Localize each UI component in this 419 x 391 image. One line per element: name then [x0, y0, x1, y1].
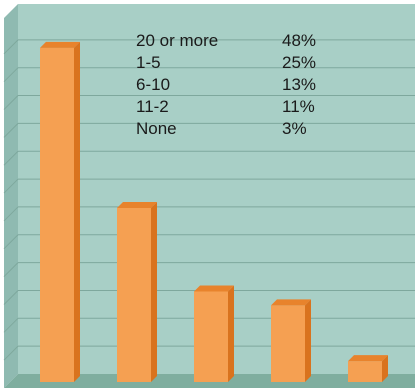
bar-top	[348, 355, 388, 362]
legend-label: None	[136, 119, 177, 138]
bar-side	[228, 285, 234, 382]
bar-side	[305, 299, 311, 382]
legend-row: 20 or more 48%	[136, 30, 356, 52]
bar-top	[40, 41, 80, 48]
gridline	[3, 178, 19, 194]
legend-row: 11-2 11%	[136, 96, 356, 118]
bar-front	[40, 47, 74, 382]
bar-front	[117, 207, 151, 382]
legend-row: 6-10 13%	[136, 74, 356, 96]
gridline	[3, 95, 19, 110]
legend-value: 25%	[282, 53, 317, 72]
bar-side	[151, 201, 157, 382]
gridline	[3, 123, 19, 138]
gridline	[3, 234, 19, 250]
legend-label: 20 or more	[136, 31, 219, 50]
legend-value: 11%	[282, 97, 315, 116]
bar-top	[194, 285, 234, 292]
legend-label: 1-5	[136, 53, 161, 72]
bar-top	[117, 201, 157, 208]
legend-row: 1-5 25%	[136, 52, 356, 74]
gridline	[3, 150, 19, 166]
bar	[348, 355, 388, 382]
gridline	[3, 206, 19, 222]
legend: 20 or more 48% 1-5 25% 6-10 13% 11-2 11%…	[136, 30, 356, 140]
legend-label: 11-2	[136, 97, 169, 116]
bar-front	[271, 305, 305, 382]
bar	[194, 285, 234, 382]
bar	[271, 299, 311, 382]
bars	[40, 41, 388, 382]
bar	[117, 201, 157, 382]
legend-label: 6-10	[136, 75, 171, 94]
gridline	[3, 317, 19, 333]
gridline	[3, 262, 19, 277]
plot-side-wall	[4, 4, 18, 388]
bar-top	[271, 299, 311, 306]
legend-row: None 3%	[136, 118, 356, 140]
bar-side	[74, 41, 80, 382]
gridline	[3, 345, 19, 361]
gridline	[3, 67, 19, 83]
gridline	[3, 39, 19, 55]
legend-value: 13%	[282, 75, 317, 94]
gridline	[3, 290, 19, 305]
bar	[40, 41, 80, 382]
bar-front	[194, 291, 228, 382]
legend-value: 48%	[282, 31, 317, 50]
legend-value: 3%	[282, 119, 307, 138]
bar-front	[348, 361, 382, 382]
bar-side	[382, 355, 388, 382]
gridlines	[3, 39, 415, 361]
